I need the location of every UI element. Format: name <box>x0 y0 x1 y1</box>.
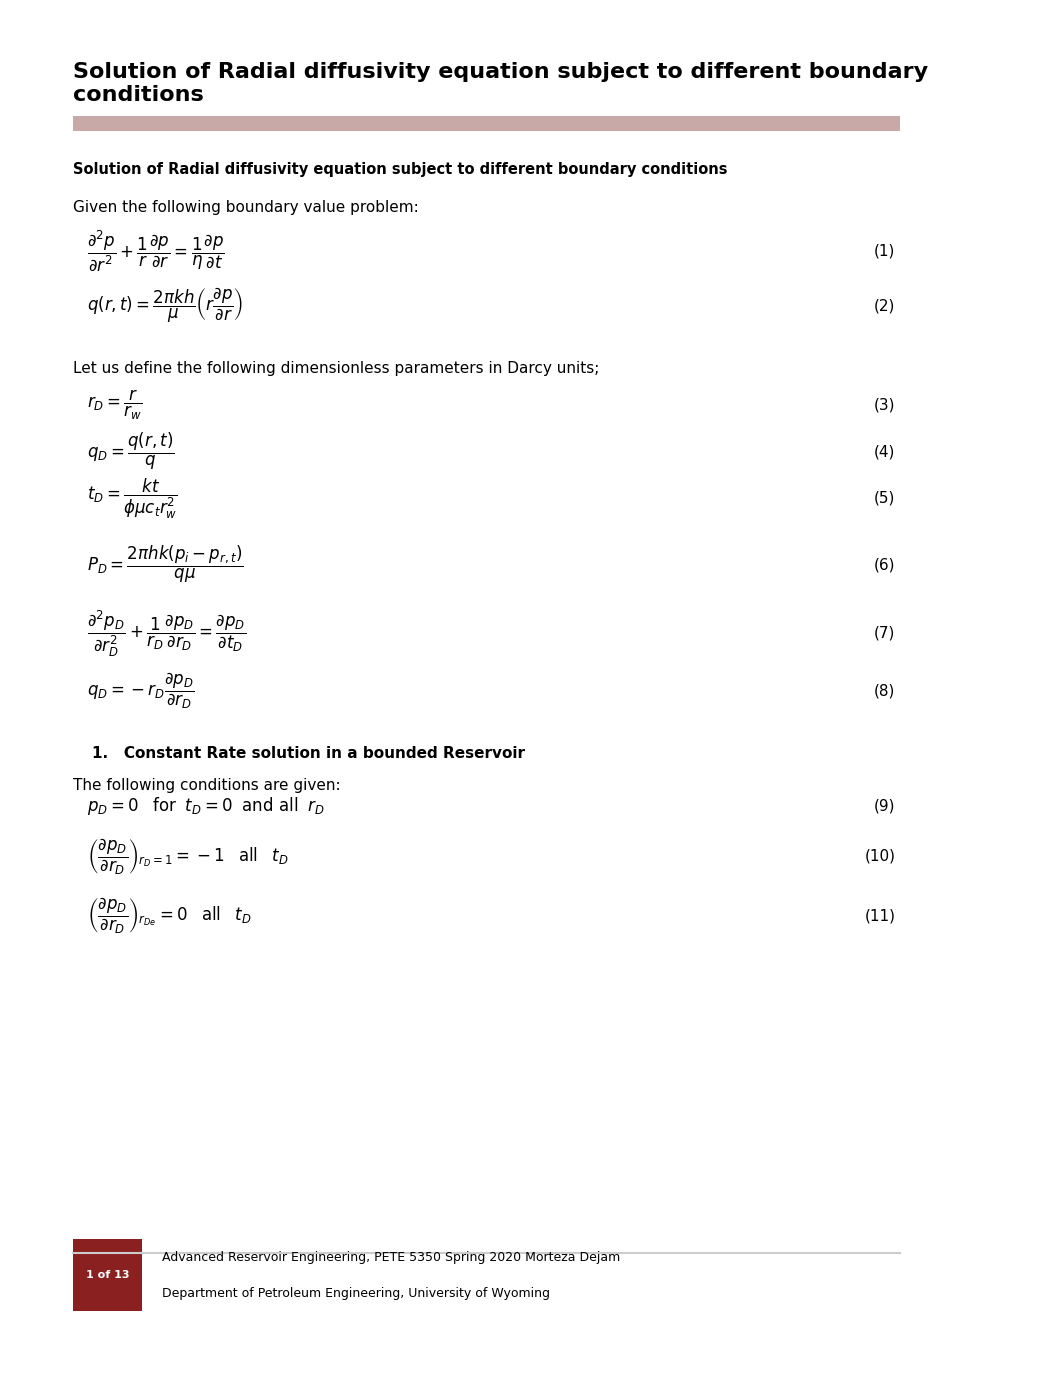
Text: (2): (2) <box>874 299 895 313</box>
Text: (11): (11) <box>864 909 895 923</box>
Text: (9): (9) <box>874 799 895 812</box>
Text: The following conditions are given:: The following conditions are given: <box>72 778 340 793</box>
Text: (5): (5) <box>874 492 895 505</box>
Bar <box>72 1239 142 1311</box>
Text: $r_D = \dfrac{r}{r_w}$: $r_D = \dfrac{r}{r_w}$ <box>87 388 142 421</box>
Text: $q(r,t) = \dfrac{2\pi k h}{\mu}\left(r\dfrac{\partial p}{\partial r}\right)$: $q(r,t) = \dfrac{2\pi k h}{\mu}\left(r\d… <box>87 286 243 325</box>
Text: 1.   Constant Rate solution in a bounded Reservoir: 1. Constant Rate solution in a bounded R… <box>92 746 525 761</box>
Text: Solution of Radial diffusivity equation subject to different boundary conditions: Solution of Radial diffusivity equation … <box>72 162 727 178</box>
Text: (3): (3) <box>874 398 895 412</box>
Text: 1 of 13: 1 of 13 <box>86 1270 130 1281</box>
Text: Advanced Reservoir Engineering, PETE 5350 Spring 2020 Morteza Dejam: Advanced Reservoir Engineering, PETE 535… <box>161 1250 620 1264</box>
Text: (1): (1) <box>874 244 895 257</box>
Text: (7): (7) <box>874 627 895 640</box>
Text: Solution of Radial diffusivity equation subject to different boundary
conditions: Solution of Radial diffusivity equation … <box>72 62 928 105</box>
Text: $\dfrac{\partial^2 p_D}{\partial r_D^2} + \dfrac{1}{r_D}\dfrac{\partial p_D}{\pa: $\dfrac{\partial^2 p_D}{\partial r_D^2} … <box>87 609 246 658</box>
Text: (10): (10) <box>864 850 895 863</box>
Text: $q_D = \dfrac{q(r,t)}{q}$: $q_D = \dfrac{q(r,t)}{q}$ <box>87 431 175 472</box>
Text: (6): (6) <box>874 558 895 571</box>
Text: $\left(\dfrac{\partial p_D}{\partial r_D}\right)_{r_D=1} = -1\;\;$ all $\;\;t_D$: $\left(\dfrac{\partial p_D}{\partial r_D… <box>87 836 289 877</box>
Text: Given the following boundary value problem:: Given the following boundary value probl… <box>72 200 418 215</box>
Text: Let us define the following dimensionless parameters in Darcy units;: Let us define the following dimensionles… <box>72 361 599 376</box>
Text: (8): (8) <box>874 684 895 698</box>
Bar <box>72 116 901 131</box>
Text: $t_D = \dfrac{kt}{\phi \mu c_t r_w^2}$: $t_D = \dfrac{kt}{\phi \mu c_t r_w^2}$ <box>87 476 178 521</box>
Text: $P_D = \dfrac{2\pi h k\left(p_i - p_{r,t}\right)}{q\mu}$: $P_D = \dfrac{2\pi h k\left(p_i - p_{r,t… <box>87 544 244 585</box>
Text: Department of Petroleum Engineering, University of Wyoming: Department of Petroleum Engineering, Uni… <box>161 1286 550 1300</box>
Text: $\dfrac{\partial^2 p}{\partial r^2} + \dfrac{1}{r}\dfrac{\partial p}{\partial r}: $\dfrac{\partial^2 p}{\partial r^2} + \d… <box>87 229 225 273</box>
Text: $\left(\dfrac{\partial p_D}{\partial r_D}\right)_{r_{De}} = 0\;\;$ all $\;\;t_D$: $\left(\dfrac{\partial p_D}{\partial r_D… <box>87 895 252 936</box>
Text: (4): (4) <box>874 445 895 459</box>
Text: $q_D = -r_D \dfrac{\partial p_D}{\partial r_D}$: $q_D = -r_D \dfrac{\partial p_D}{\partia… <box>87 671 194 712</box>
Text: $p_D = 0\;\;$ for $\;t_D = 0\;$ and all $\;r_D$: $p_D = 0\;\;$ for $\;t_D = 0\;$ and all … <box>87 795 325 817</box>
